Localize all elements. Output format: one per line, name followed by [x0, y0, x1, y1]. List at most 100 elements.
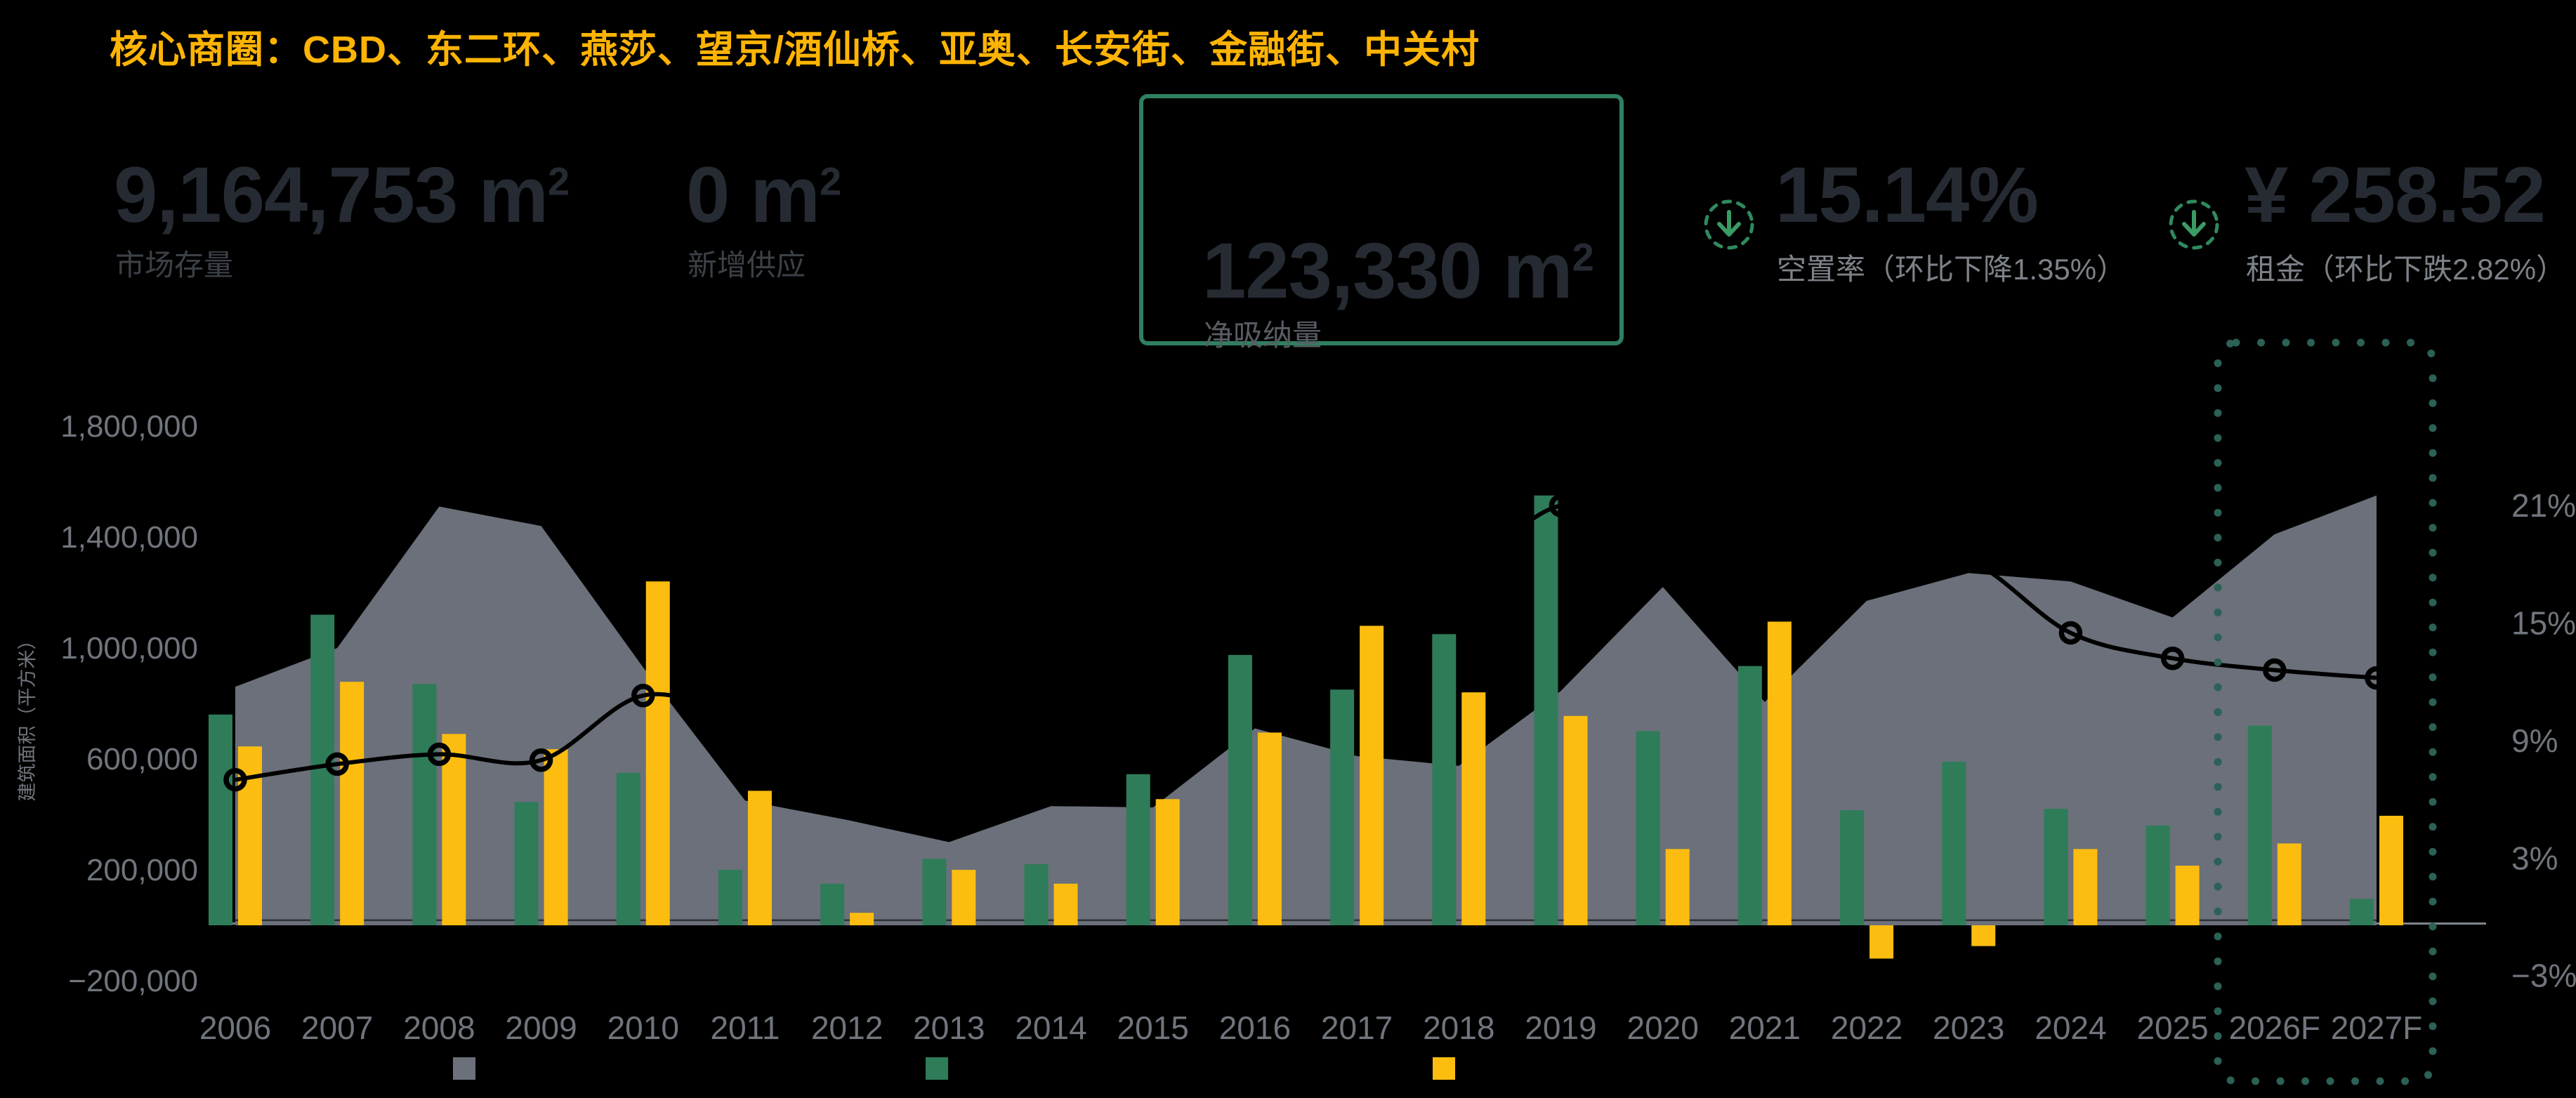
- line-marker-2015: [1141, 689, 1165, 713]
- x-axis-line-dark: [235, 919, 2377, 921]
- line-marker-2012: [835, 717, 859, 741]
- right-axis-tick-label: 21%: [2511, 487, 2576, 524]
- green-bar-2020: [1636, 731, 1660, 925]
- green-bar-2023: [1942, 761, 1966, 925]
- green-bar-2024: [2044, 809, 2068, 925]
- green-bar-2017: [1330, 689, 1355, 925]
- yellow-bar-2022: [1869, 925, 1894, 959]
- left-axis-tick-label: 200,000: [86, 853, 198, 887]
- line-marker-2025: [2160, 646, 2185, 670]
- yellow-bar-2027F: [2379, 815, 2403, 925]
- line-marker-2014: [1039, 713, 1063, 737]
- yellow-bar-2023: [1971, 925, 1996, 946]
- x-axis-label-2020: 2020: [1627, 1010, 1698, 1046]
- green-bar-2022: [1840, 810, 1865, 925]
- green-bar-2016: [1228, 654, 1252, 925]
- x-axis-label-2017: 2017: [1321, 1010, 1393, 1046]
- kpi-market-stock-value: 9,164,753 m2: [114, 151, 570, 239]
- gray-area-swatch: [453, 1057, 475, 1080]
- page-title: 核心商圈：CBD、东二环、燕莎、望京/酒仙桥、亚奥、长安街、金融街、中关村: [110, 29, 1480, 71]
- green-bar-2008: [412, 684, 437, 925]
- yellow-bar-2019: [1563, 715, 1588, 925]
- green-bar-2010: [616, 772, 640, 925]
- line-marker-2016: [1243, 621, 1267, 645]
- x-axis-label-2007: 2007: [301, 1010, 373, 1046]
- line-marker-2019: [1549, 494, 1573, 517]
- green-bar-2015: [1126, 774, 1150, 925]
- kpi-net-absorption-label: 净吸纳量: [1204, 319, 1322, 352]
- forecast-highlight-box: [2214, 338, 2437, 1085]
- line-series: [235, 502, 2377, 782]
- line-marker-2020: [1650, 517, 1675, 541]
- x-axis-label-2016: 2016: [1219, 1010, 1291, 1046]
- green-bar-2012: [820, 883, 845, 925]
- yellow-bar-2007: [340, 682, 364, 925]
- green-bar-2027F: [2349, 899, 2374, 925]
- left-axis-tick-label: −200,000: [68, 964, 198, 998]
- left-axis-tick-label: 1,800,000: [60, 409, 198, 444]
- green-bar-2009: [514, 802, 539, 925]
- line-marker-2021: [1753, 533, 1777, 557]
- line-marker-2026F: [2263, 658, 2287, 682]
- yellow-bar-2015: [1155, 799, 1180, 925]
- x-axis-label-2013: 2013: [913, 1010, 985, 1046]
- line-marker-2022: [1855, 544, 1879, 569]
- yellow-bar-2021: [1767, 621, 1792, 925]
- x-axis-label-2024: 2024: [2035, 1010, 2106, 1046]
- x-axis-label-2010: 2010: [607, 1010, 679, 1046]
- line-marker-2007: [325, 752, 349, 776]
- left-axis-tick-label: 1,400,000: [60, 520, 198, 555]
- left-axis-title: 建筑面积（平方米）: [17, 631, 38, 802]
- green-bar-2013: [922, 859, 947, 925]
- green-bar-swatch: [926, 1057, 948, 1080]
- line-marker-2011: [733, 705, 757, 729]
- kpi-rent-label: 租金（环比下跌2.82%）: [2246, 253, 2566, 286]
- x-axis-label-2019: 2019: [1525, 1010, 1596, 1046]
- yellow-bar-2025: [2175, 866, 2200, 925]
- x-axis-label-2011: 2011: [710, 1010, 780, 1046]
- kpi-new-supply-label: 新增供应: [688, 249, 806, 282]
- yellow-bar-2010: [645, 581, 670, 925]
- x-axis-label-2006: 2006: [199, 1010, 271, 1046]
- yellow-bar-2012: [850, 913, 874, 925]
- yellow-bar-2018: [1461, 692, 1486, 925]
- line-marker-2008: [427, 742, 452, 767]
- kpi-new-supply-value: 0 m2: [686, 151, 841, 239]
- x-axis-label-2018: 2018: [1423, 1010, 1494, 1046]
- line-marker-2018: [1447, 562, 1471, 586]
- yellow-bar-2016: [1257, 732, 1282, 925]
- left-axis-tick-label: 1,000,000: [60, 631, 198, 666]
- green-bar-2021: [1737, 666, 1762, 925]
- line-marker-2024: [2058, 621, 2083, 645]
- x-axis-label-2026F: 2026F: [2229, 1010, 2320, 1046]
- green-bar-2019: [1534, 495, 1558, 925]
- green-bar-2011: [718, 870, 742, 925]
- x-axis-label-2021: 2021: [1729, 1010, 1801, 1046]
- yellow-bar-2020: [1665, 849, 1690, 925]
- line-marker-2006: [223, 767, 247, 792]
- arrow-down-circle-icon: [1704, 199, 1754, 250]
- green-bar-2006: [209, 714, 232, 925]
- line-marker-2027F: [2365, 666, 2388, 690]
- kpi-net-absorption-value: 123,330 m2: [1202, 227, 1594, 315]
- yellow-bar-2017: [1360, 626, 1384, 925]
- right-axis-tick-label: 15%: [2511, 605, 2576, 642]
- yellow-bar-2013: [952, 870, 976, 925]
- line-marker-2017: [1345, 591, 1369, 616]
- yellow-bar-2011: [747, 791, 772, 925]
- line-marker-2023: [1957, 548, 1980, 572]
- x-axis-label-2014: 2014: [1015, 1010, 1086, 1046]
- yellow-bar-2014: [1053, 883, 1078, 925]
- x-axis-label-2009: 2009: [505, 1010, 577, 1046]
- x-axis-label-2008: 2008: [403, 1010, 475, 1046]
- line-marker-2009: [529, 748, 553, 772]
- yellow-bar-swatch: [1433, 1057, 1455, 1080]
- yellow-bar-2024: [2073, 849, 2098, 925]
- green-bar-2018: [1432, 634, 1457, 925]
- kpi-market-stock-label: 市场存量: [115, 249, 234, 282]
- left-axis-tick-label: 600,000: [86, 742, 198, 776]
- kpi-vacancy-label: 空置率（环比下降1.35%）: [1777, 253, 2127, 286]
- green-bar-2026F: [2247, 725, 2272, 925]
